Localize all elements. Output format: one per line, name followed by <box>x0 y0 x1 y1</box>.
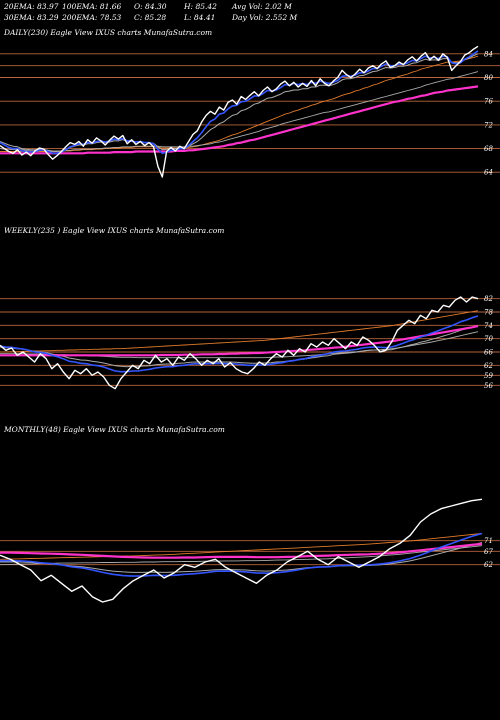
weekly-chart: 82 78 74 70 66 62 59 56 <box>0 295 500 390</box>
daily-ytick-label: 72 <box>484 121 493 129</box>
daily-ema30-line <box>0 53 479 152</box>
monthly-price-line <box>0 498 483 603</box>
monthly-panel-label: MONTHLY(48) Eagle View IXUS charts Munaf… <box>4 425 225 434</box>
monthly-ytick-label: 71 <box>484 537 493 545</box>
hdr-low: L: 84.41 <box>184 13 216 22</box>
daily-ema100-line <box>0 71 479 152</box>
hdr-close: C: 85.28 <box>134 13 167 22</box>
weekly-ytick-label: 74 <box>484 322 493 330</box>
monthly-ema20-line <box>0 532 483 577</box>
monthly-chart: 71 67 62 <box>0 498 500 603</box>
monthly-ema200-line <box>0 542 483 559</box>
weekly-ytick-label: 66 <box>484 349 493 357</box>
hdr-open: O: 84.30 <box>134 2 167 11</box>
hdr-high: H: 85.42 <box>184 2 217 11</box>
weekly-ytick-label: 59 <box>484 372 493 380</box>
weekly-price-line <box>0 296 479 390</box>
daily-panel-label: DAILY(230) Eagle View IXUS charts Munafa… <box>4 28 213 37</box>
weekly-panel-label: WEEKLY(235 ) Eagle View IXUS charts Muna… <box>4 226 225 235</box>
daily-ytick-label: 64 <box>484 169 493 177</box>
hdr-dayvol: Day Vol: 2.552 M <box>232 13 298 22</box>
hdr-ema100: 100EMA: 81.66 <box>62 2 122 11</box>
monthly-ytick-label: 67 <box>484 548 493 556</box>
daily-ema20-line <box>0 50 479 155</box>
monthly-ema100-line <box>0 545 483 566</box>
weekly-ema200-line <box>0 324 479 357</box>
hdr-avgvol: Avg Vol: 2.02 M <box>232 2 292 11</box>
weekly-ytick-label: 82 <box>484 295 493 303</box>
weekly-ytick-label: 62 <box>484 362 493 370</box>
weekly-ema20-line <box>0 315 479 373</box>
weekly-ytick-label: 56 <box>484 382 493 390</box>
weekly-ema_orange-line <box>0 310 479 353</box>
hdr-ema20: 20EMA: 83.97 <box>4 2 59 11</box>
weekly-ytick-label: 78 <box>484 309 493 317</box>
daily-ytick-label: 76 <box>484 98 493 106</box>
daily-ema_orange-line <box>0 55 479 152</box>
daily-chart: 84 80 76 72 68 64 <box>0 45 500 178</box>
hdr-ema30: 30EMA: 83.29 <box>4 13 59 22</box>
monthly-ema30-line <box>0 542 483 573</box>
daily-ytick-label: 68 <box>484 145 493 153</box>
daily-ema200-line <box>0 85 479 155</box>
monthly-ytick-label: 62 <box>484 561 493 569</box>
weekly-ema30-line <box>0 324 479 368</box>
daily-ytick-label: 80 <box>484 74 493 82</box>
daily-ytick-label: 84 <box>484 50 493 58</box>
weekly-ytick-label: 70 <box>484 335 493 343</box>
hdr-ema200: 200EMA: 78.53 <box>62 13 122 22</box>
daily-price-line <box>0 45 479 178</box>
